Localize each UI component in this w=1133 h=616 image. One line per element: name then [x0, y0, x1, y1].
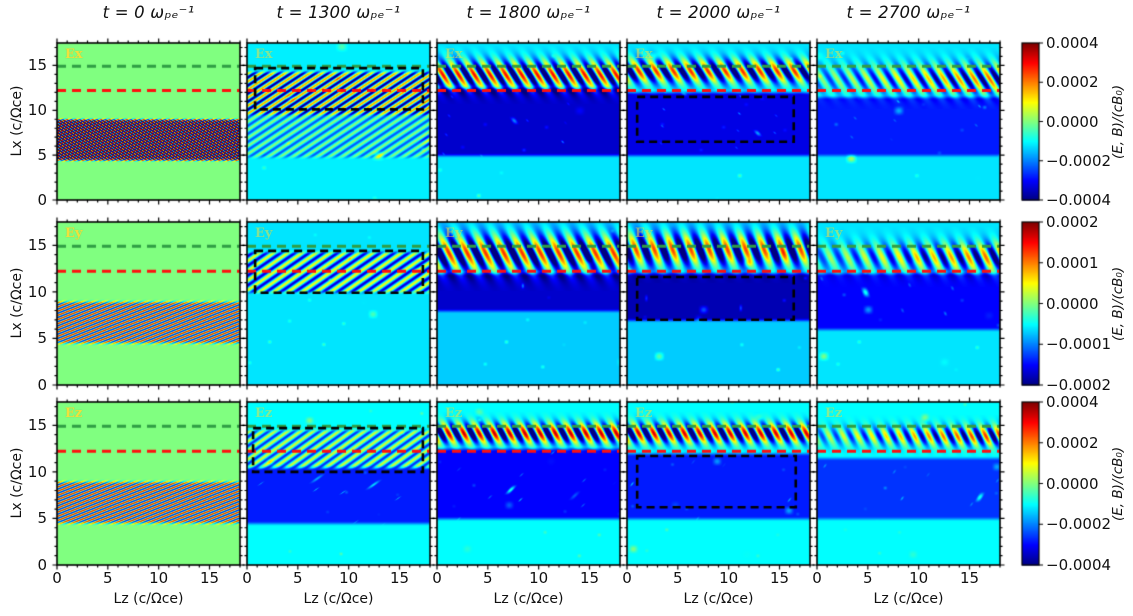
x-axis-label-col0: Lz (c/Ωce): [113, 591, 184, 607]
panel-heatmap-Ex-t1300: [241, 37, 436, 206]
colorbar-axis-label-row0: (E, B)/(cB₀): [1110, 84, 1126, 159]
panel-field-label-Ez: Ez: [65, 406, 83, 421]
panel-heatmap-Ez-t2000: [621, 396, 816, 571]
colorbar-tick-label: 0.0002: [1046, 213, 1099, 231]
y-tick-label: 10: [27, 462, 47, 481]
x-tick-label: 0: [242, 569, 252, 587]
x-tick-label: 10: [909, 569, 929, 587]
x-tick-label: 0: [812, 569, 822, 587]
y-tick-label: 5: [37, 509, 47, 528]
panel-field-label-Ez: Ez: [445, 406, 463, 421]
panel-heatmap-Ey-t2700: [811, 216, 1006, 391]
x-tick-label: 5: [293, 569, 303, 587]
x-tick-label: 5: [673, 569, 683, 587]
y-tick-label: 0: [37, 191, 47, 209]
y-tick-label: 15: [27, 56, 47, 75]
colorbar-tick-label: −0.0002: [1046, 515, 1112, 534]
x-tick-label: 5: [103, 569, 113, 587]
panel-heatmap-Ez-t1300: [241, 396, 436, 571]
x-tick-label: 5: [483, 569, 493, 587]
panel-field-label-Ex: Ex: [65, 47, 83, 62]
y-tick-label: 0: [37, 376, 47, 394]
colorbar-tick-label: 0.0002: [1046, 73, 1099, 92]
x-axis-label-col1: Lz (c/Ωce): [303, 591, 374, 607]
colorbar-axis-label-row1: (E, B)/(cB₀): [1110, 266, 1126, 341]
colorbar-row1: [1017, 217, 1044, 390]
panel-heatmap-Ey-t2000: [621, 216, 816, 391]
colorbar-tick-label: 0.0000: [1046, 112, 1099, 131]
panel-field-label-Ex: Ex: [635, 47, 653, 62]
panel-field-label-Ez: Ez: [635, 406, 653, 421]
column-title-t2000: t = 2000 ωₚₑ⁻¹: [656, 3, 781, 22]
y-tick-label: 15: [27, 236, 47, 255]
x-tick-label: 15: [959, 569, 980, 587]
x-tick-label: 15: [389, 569, 410, 587]
colorbar-tick-label: −0.0004: [1046, 191, 1112, 209]
y-tick-label: 5: [37, 329, 47, 348]
panel-heatmap-Ex-t2000: [621, 37, 816, 206]
panel-field-label-Ey: Ey: [255, 226, 273, 241]
panel-heatmap-Ey-t0: [51, 216, 246, 391]
x-axis-label-col3: Lz (c/Ωce): [683, 591, 754, 607]
panel-heatmap-Ex-t2700: [811, 37, 1006, 206]
colorbar-tick-label: −0.0004: [1046, 556, 1112, 574]
x-tick-label: 0: [622, 569, 632, 587]
column-title-t1300: t = 1300 ωₚₑ⁻¹: [276, 3, 401, 22]
panel-heatmap-Ex-t1800: [431, 37, 626, 206]
panel-field-label-Ex: Ex: [445, 47, 463, 62]
panel-field-label-Ey: Ey: [635, 226, 653, 241]
y-tick-label: 5: [37, 146, 47, 165]
colorbar-tick-label: 0.0000: [1046, 474, 1099, 493]
x-tick-label: 10: [719, 569, 739, 587]
colorbar-axis-label-row2: (E, B)/(cB₀): [1110, 446, 1126, 521]
colorbar-tick-label: −0.0002: [1046, 151, 1112, 170]
panel-heatmap-Ez-t0: [51, 396, 246, 571]
column-title-t1800: t = 1800 ωₚₑ⁻¹: [466, 3, 591, 22]
x-tick-label: 15: [769, 569, 790, 587]
colorbar-row0: [1017, 38, 1044, 205]
y-tick-label: 10: [27, 282, 47, 301]
colorbar-tick-label: 0.0001: [1046, 253, 1099, 272]
panel-field-label-Ey: Ey: [825, 226, 843, 241]
colorbar-tick-label: 0.0004: [1046, 393, 1099, 411]
y-tick-label: 10: [27, 101, 47, 120]
column-title-t0: t = 0 ωₚₑ⁻¹: [102, 3, 195, 22]
colorbar-tick-label: 0.0002: [1046, 433, 1099, 452]
x-tick-label: 10: [529, 569, 549, 587]
panel-field-label-Ex: Ex: [825, 47, 843, 62]
panel-field-label-Ey: Ey: [445, 226, 463, 241]
x-tick-label: 10: [149, 569, 169, 587]
x-axis-label-col2: Lz (c/Ωce): [493, 591, 564, 607]
panel-field-label-Ez: Ez: [255, 406, 273, 421]
x-tick-label: 15: [199, 569, 220, 587]
panel-heatmap-Ey-t1800: [431, 216, 626, 391]
panel-field-label-Ez: Ez: [825, 406, 843, 421]
colorbar-tick-label: −0.0002: [1046, 376, 1112, 394]
colorbar-tick-label: 0.0004: [1046, 34, 1099, 52]
colorbar-row2: [1017, 397, 1044, 570]
panel-field-label-Ex: Ex: [255, 47, 273, 62]
y-tick-label: 0: [37, 556, 47, 574]
colorbar-tick-label: −0.0001: [1046, 335, 1112, 354]
panel-heatmap-Ez-t1800: [431, 396, 626, 571]
panel-heatmap-Ex-t0: [51, 37, 246, 206]
x-tick-label: 0: [52, 569, 62, 587]
panel-heatmap-Ey-t1300: [241, 216, 436, 391]
column-title-t2700: t = 2700 ωₚₑ⁻¹: [846, 3, 971, 22]
panel-field-label-Ey: Ey: [65, 226, 83, 241]
y-tick-label: 15: [27, 416, 47, 435]
panel-heatmap-Ez-t2700: [811, 396, 1006, 571]
x-tick-label: 0: [432, 569, 442, 587]
colorbar-tick-label: 0.0000: [1046, 294, 1099, 313]
x-tick-label: 5: [863, 569, 873, 587]
x-tick-label: 10: [339, 569, 359, 587]
x-axis-label-col4: Lz (c/Ωce): [873, 591, 944, 607]
x-tick-label: 15: [579, 569, 600, 587]
